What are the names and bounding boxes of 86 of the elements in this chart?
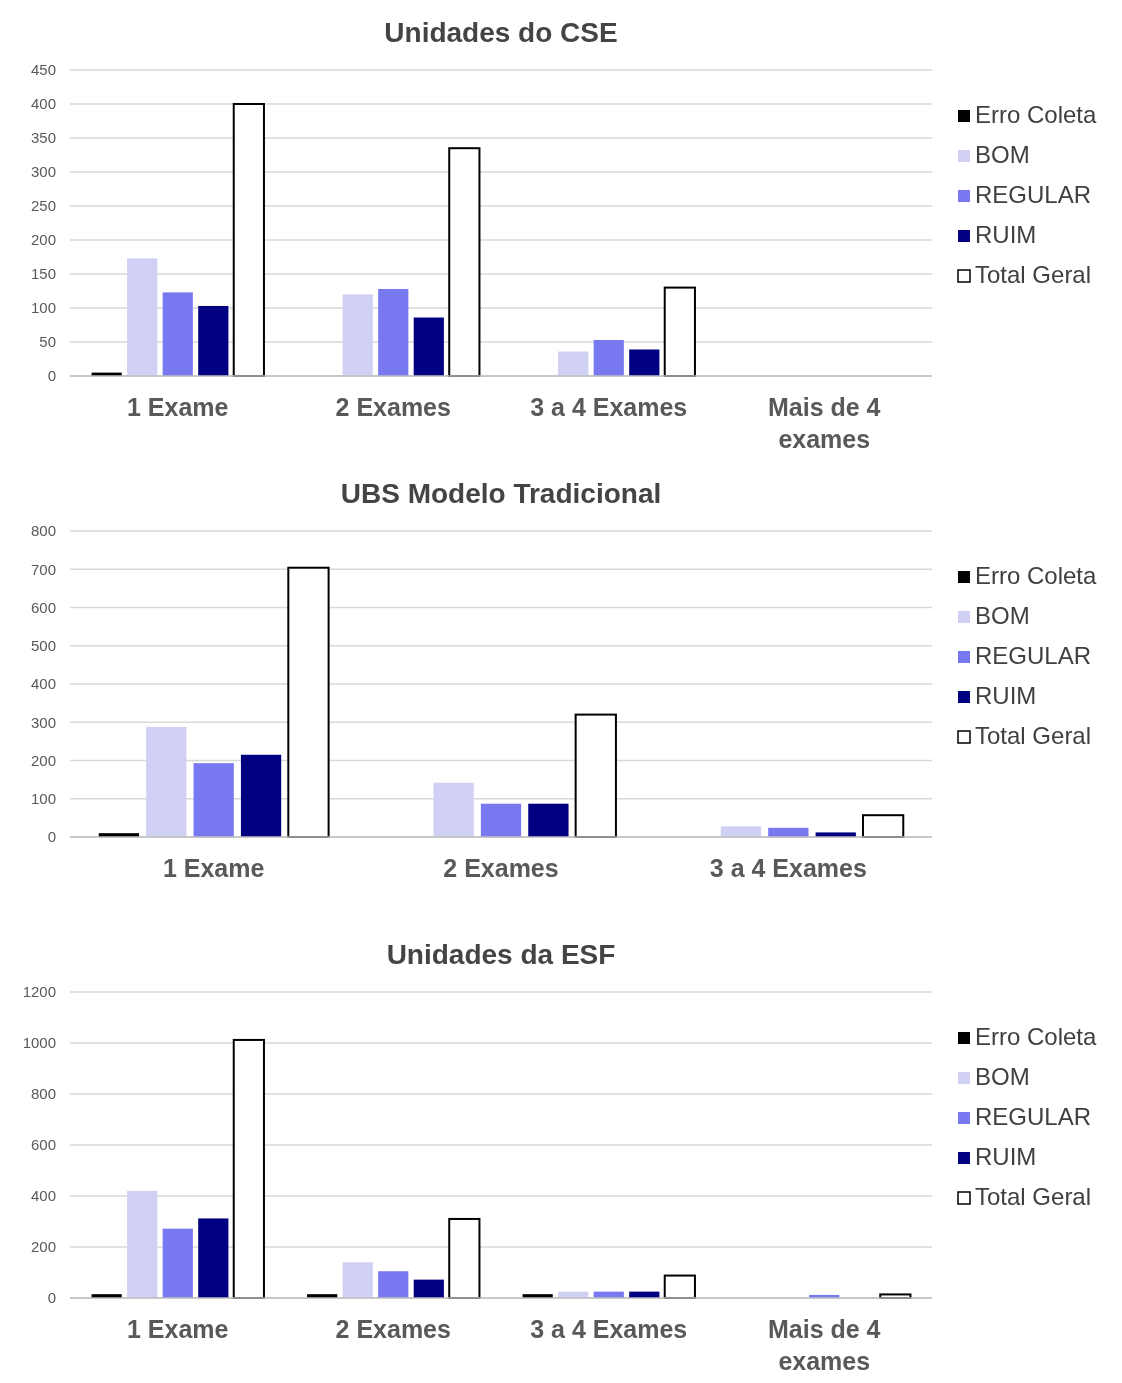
legend-label: RUIM: [975, 221, 1037, 248]
legend-label: Erro Coleta: [975, 1023, 1098, 1050]
bar: [480, 803, 522, 837]
bar: [448, 147, 481, 377]
bar: [127, 258, 158, 376]
bar: [663, 1274, 696, 1299]
y-tick-label: 600: [30, 1136, 56, 1154]
y-tick-label: 700: [30, 560, 56, 578]
bar: [342, 1262, 373, 1298]
x-tick-label: 1 Exame: [127, 1315, 229, 1343]
bar: [413, 1279, 444, 1298]
x-tick-label: 2 Exames: [443, 854, 559, 882]
legend-label: Total Geral: [975, 722, 1092, 749]
legend-label: REGULAR: [975, 181, 1092, 208]
y-tick-label: 50: [39, 333, 56, 351]
legend-label: BOM: [975, 141, 1030, 168]
y-tick-label: 400: [30, 95, 56, 113]
y-tick-label: 100: [30, 790, 56, 808]
legend-label: Total Geral: [975, 1183, 1092, 1210]
legend-label: RUIM: [975, 1143, 1037, 1170]
y-tick-label: 0: [47, 828, 56, 846]
y-tick-label: 200: [30, 1238, 56, 1256]
bar: [378, 1271, 409, 1298]
y-tick-label: 300: [30, 713, 56, 731]
legend-label: REGULAR: [975, 642, 1092, 669]
bar: [146, 726, 187, 837]
chart-title: Unidades da ESF: [386, 939, 616, 970]
y-tick-label: 800: [30, 522, 56, 540]
chart-title: UBS Modelo Tradicional: [340, 478, 662, 509]
bar: [287, 566, 330, 838]
bar: [574, 713, 617, 838]
legend-label: BOM: [975, 602, 1030, 629]
y-tick-label: 600: [30, 598, 56, 616]
bar: [342, 294, 373, 376]
y-tick-label: 400: [30, 1187, 56, 1205]
bar: [162, 292, 193, 376]
bar: [198, 305, 229, 376]
bar: [629, 349, 660, 376]
y-tick-label: 100: [30, 299, 56, 317]
y-tick-label: 1200: [22, 983, 56, 1001]
y-tick-label: 200: [30, 231, 56, 249]
y-tick-label: 200: [30, 751, 56, 769]
chart-title: Unidades do CSE: [384, 17, 618, 48]
y-tick-label: 400: [30, 675, 56, 693]
bar: [378, 288, 409, 376]
x-tick-label: 1 Exame: [162, 854, 265, 882]
bar: [528, 803, 569, 837]
bar: [593, 339, 624, 376]
y-tick-label: 450: [30, 61, 56, 79]
x-tick-label: 2 Exames: [335, 393, 451, 421]
bar: [193, 763, 234, 837]
bar: [663, 286, 696, 377]
bar: [127, 1190, 158, 1298]
bar: [720, 826, 762, 837]
bar: [232, 1038, 265, 1299]
x-tick-label: 2 Exames: [335, 1315, 451, 1343]
y-tick-label: 350: [30, 129, 56, 147]
y-tick-label: 0: [47, 1289, 56, 1307]
x-tick-label: 3 a 4 Exames: [530, 1315, 688, 1343]
bar: [232, 103, 265, 377]
x-tick-label: 1 Exame: [127, 393, 229, 421]
bar: [413, 317, 444, 376]
y-tick-label: 150: [30, 265, 56, 283]
bar: [240, 754, 282, 837]
y-tick-label: 250: [30, 197, 56, 215]
x-tick-label: Mais de 4 exames: [767, 393, 881, 453]
x-tick-label: Mais de 4 exames: [767, 1315, 881, 1375]
bar: [558, 351, 589, 376]
bar: [162, 1228, 193, 1298]
legend-label: Erro Coleta: [975, 562, 1098, 589]
y-tick-label: 1000: [22, 1034, 56, 1052]
x-tick-label: 3 a 4 Exames: [709, 854, 867, 882]
bar: [433, 782, 474, 837]
y-tick-label: 500: [30, 637, 56, 655]
x-tick-label: 3 a 4 Exames: [530, 393, 688, 421]
legend-label: Total Geral: [975, 261, 1092, 288]
legend-label: BOM: [975, 1063, 1030, 1090]
legend-label: REGULAR: [975, 1103, 1092, 1130]
y-tick-label: 800: [30, 1085, 56, 1103]
bar: [448, 1217, 481, 1299]
bar: [198, 1218, 229, 1298]
bar: [861, 814, 905, 838]
y-tick-label: 0: [47, 367, 56, 385]
y-tick-label: 300: [30, 163, 56, 181]
legend-label: Erro Coleta: [975, 101, 1098, 128]
legend-label: RUIM: [975, 682, 1037, 709]
